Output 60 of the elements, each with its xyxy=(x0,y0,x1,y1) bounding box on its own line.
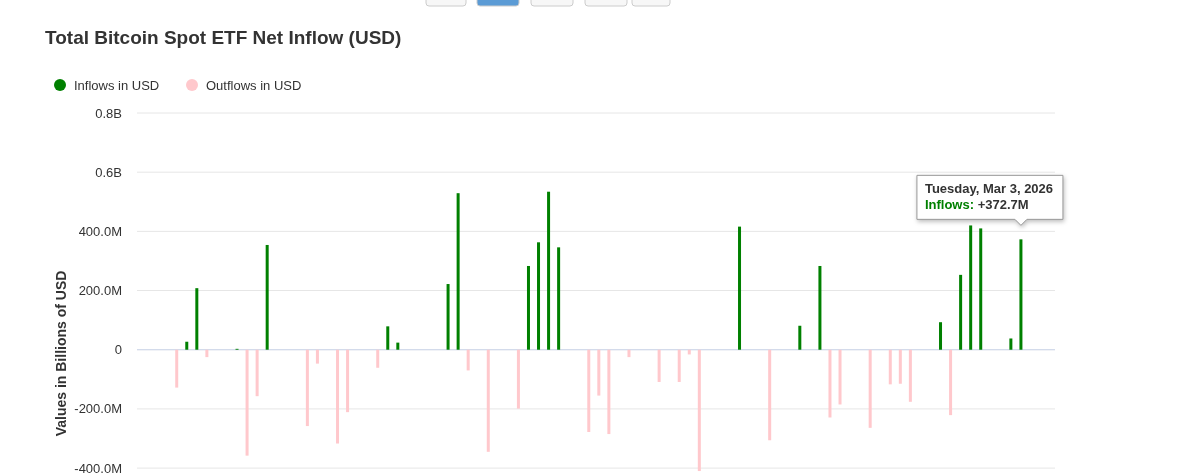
bar xyxy=(376,349,380,368)
bar xyxy=(336,349,340,444)
bar xyxy=(828,349,832,418)
bar xyxy=(175,349,179,388)
bar xyxy=(185,341,189,350)
bar xyxy=(888,349,892,385)
bar xyxy=(597,349,601,396)
bar xyxy=(627,349,631,358)
bar xyxy=(346,349,350,413)
bar xyxy=(868,349,872,428)
bar xyxy=(979,228,983,350)
bar xyxy=(526,265,530,350)
y-tick-label: 0.8B xyxy=(95,105,122,121)
bar xyxy=(607,349,611,435)
bar xyxy=(969,225,973,350)
bar xyxy=(557,247,561,350)
annotation: Tuesday, Mar 3, 2026 Inflows: +372.7M xyxy=(924,181,1054,213)
bar xyxy=(516,349,520,409)
bar xyxy=(466,349,470,371)
bar xyxy=(697,349,701,472)
bar xyxy=(939,322,943,350)
bar xyxy=(456,193,460,350)
bar xyxy=(315,349,319,364)
bar xyxy=(486,349,490,452)
legend-label: Inflows in USD xyxy=(74,78,160,93)
chart-title: Total Bitcoin Spot ETF Net Inflow (USD) xyxy=(45,27,402,48)
bar xyxy=(245,349,249,456)
tooltip: Tuesday, Mar 3, 2026 Inflows: +372.7M xyxy=(916,174,1064,226)
bar xyxy=(255,349,259,397)
bar xyxy=(386,326,390,350)
bar xyxy=(838,349,842,405)
y-tick-label: -400.0M xyxy=(74,460,122,474)
bar xyxy=(587,349,591,432)
bar xyxy=(738,226,742,350)
bar xyxy=(396,342,400,350)
bar xyxy=(1009,338,1013,350)
bar xyxy=(949,349,953,416)
bar xyxy=(657,349,661,382)
bar xyxy=(818,265,822,350)
bar xyxy=(547,191,551,350)
bar xyxy=(898,349,902,384)
bar xyxy=(265,244,269,350)
bar xyxy=(305,349,309,427)
y-tick-label: 0 xyxy=(114,342,122,358)
bar xyxy=(908,349,912,402)
legend-label: Outflows in USD xyxy=(206,78,302,93)
y-tick-label: 400.0M xyxy=(78,223,122,239)
bar xyxy=(798,325,802,350)
bar xyxy=(959,274,963,350)
y-tick-label: 200.0M xyxy=(78,283,122,299)
bar xyxy=(677,349,681,382)
y-tick-label: 0.6B xyxy=(95,164,122,180)
y-axis-title: Values in Billions of USD xyxy=(53,270,69,437)
bar xyxy=(205,349,209,358)
bar xyxy=(537,242,541,350)
bar xyxy=(768,349,772,441)
bar xyxy=(195,288,199,350)
bar xyxy=(446,284,450,350)
bar xyxy=(1019,239,1023,350)
y-tick-label: -200.0M xyxy=(74,401,122,417)
